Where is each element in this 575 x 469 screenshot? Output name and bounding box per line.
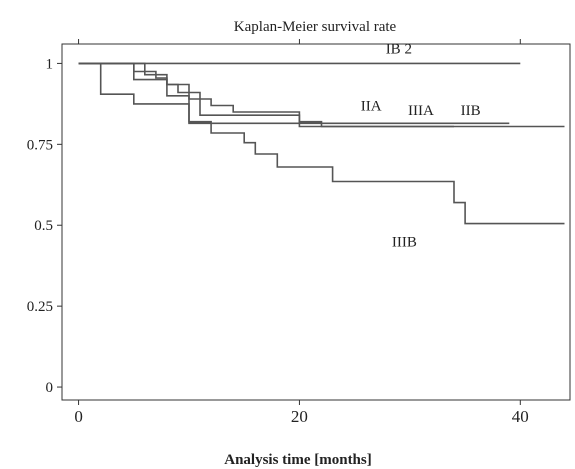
series-label-iib: IIB xyxy=(461,103,481,119)
plot-frame xyxy=(61,43,571,401)
series-line-iiib xyxy=(78,62,565,225)
y-tick-label: 0.75 xyxy=(27,137,53,153)
y-tick-label: 0 xyxy=(46,380,54,396)
x-axis: 0 20 40 xyxy=(74,39,529,426)
y-axis: 0 0.25 0.5 0.75 1 xyxy=(27,56,62,396)
series-label-iia: IIA xyxy=(361,98,382,114)
x-tick-label: 0 xyxy=(74,407,83,426)
y-tick-label: 0.25 xyxy=(27,299,53,315)
chart-title: Kaplan-Meier survival rate xyxy=(234,19,397,35)
series-label-layer: IB 2 IIA IIIA IIB IIIB xyxy=(361,42,481,251)
x-tick-label: 20 xyxy=(291,407,308,426)
series-line-iib xyxy=(78,62,510,125)
y-tick-label: 1 xyxy=(46,56,54,72)
series-label-ib-2: IB 2 xyxy=(386,42,412,58)
series-layer xyxy=(78,62,565,225)
series-label-iiib: IIIB xyxy=(392,234,417,250)
series-label-iiia: IIIA xyxy=(408,103,434,119)
y-tick-label: 0.5 xyxy=(34,218,53,234)
x-tick-label: 40 xyxy=(512,407,529,426)
x-axis-label: Analysis time [months] xyxy=(224,452,372,468)
series-line-iiia xyxy=(78,62,565,128)
series-line-iia xyxy=(78,62,454,128)
